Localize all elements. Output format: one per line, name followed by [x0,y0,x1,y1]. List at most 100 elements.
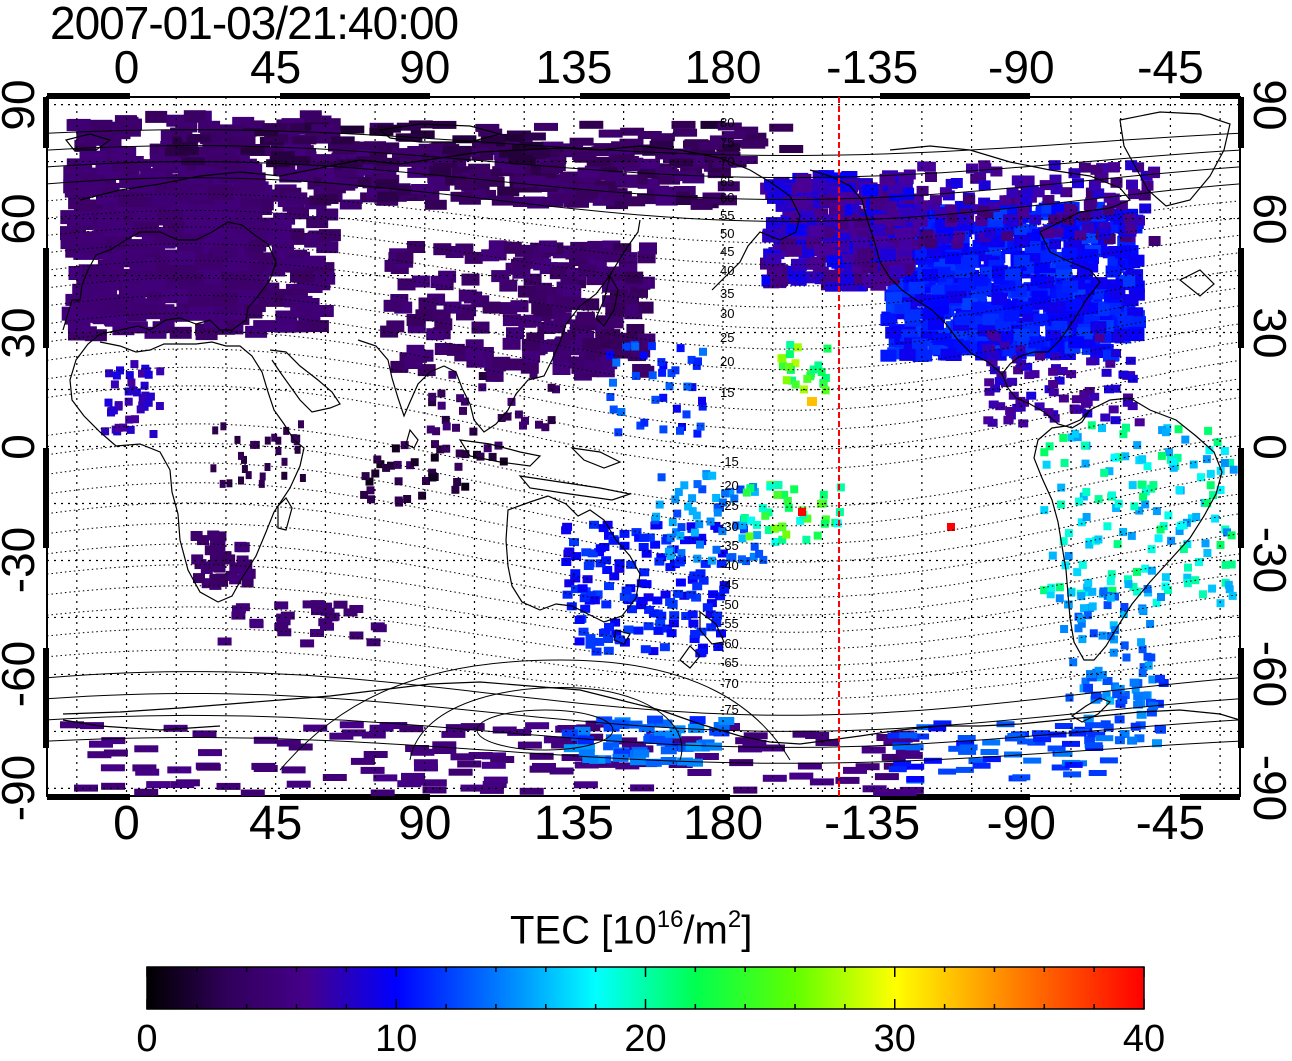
tec-cell [1106,593,1115,602]
tec-cell [1107,193,1120,204]
tec-cell [612,720,629,729]
tec-cell [579,176,601,187]
tec-cell [693,429,702,438]
tec-cell [448,768,473,776]
tec-cell [595,760,620,768]
tec-cell [457,760,482,768]
tec-cell [1092,188,1105,199]
tec-cell [532,763,556,770]
tec-cell [1022,362,1033,371]
tec-cell [285,192,308,205]
tec-cell [407,241,425,253]
tec-cell [80,722,104,730]
tec-cell [1100,468,1109,477]
tec-cell [656,719,673,728]
contour-label: 45 [720,244,734,259]
tec-cell [101,782,126,790]
tec-cell [1061,247,1078,260]
tec-cell [301,156,324,167]
tec-cell [758,504,767,513]
tec-cell [535,420,543,429]
tec-cell [369,724,394,732]
tec-cell [233,208,260,223]
tec-cell [1082,249,1099,261]
tec-cell [103,749,128,757]
tec-cell [119,174,146,189]
tec-cell [580,147,605,155]
tec-cell [1103,601,1112,610]
tec-cell [441,415,450,424]
tec-cell [1046,302,1063,315]
tec-cell [605,316,624,329]
tec-cell [119,423,128,432]
tec-cell [1023,757,1042,764]
tec-cell [1119,528,1128,536]
tec-cell [637,131,662,139]
tec-cell [656,611,667,620]
tec-cell [519,421,527,430]
tec-cell [1106,198,1119,209]
tec-cell [183,110,206,123]
tec-cell [418,297,437,310]
tec-cell [939,187,952,198]
tec-cell [893,760,912,767]
tec-cell [631,528,642,537]
tec-cell [614,564,625,573]
tec-cell [719,585,730,594]
tec-cell [119,252,146,267]
tec-cell [1005,406,1016,415]
tec-cell [918,236,930,247]
tec-cell [502,314,521,327]
tec-cell [815,739,840,746]
tec-cell [1003,415,1014,424]
tec-cell [817,368,826,377]
tec-cell [234,435,241,444]
tec-cell [1079,390,1090,399]
tec-cell [653,626,664,635]
tec-cell [279,170,302,183]
tec-cell [1050,352,1061,361]
tec-cell [833,240,850,253]
tec-cell [476,452,485,461]
tec-cell [163,724,188,732]
tec-cell [183,206,210,221]
tec-cell [1220,447,1229,455]
tec-cell [673,128,698,137]
tec-cell [231,611,246,620]
tec-cell [1083,200,1096,210]
tec-cell [1055,583,1064,592]
tec-cell [605,734,622,743]
tec-cell [129,386,138,395]
tec-cell [1077,518,1086,527]
tec-cell [1105,467,1114,476]
tec-cell [953,231,965,242]
tec-cell [383,722,408,729]
tec-cell [692,582,703,591]
tec-cell [1080,441,1089,450]
tec-cell [735,737,760,745]
tec-cell [619,252,638,265]
tec-cell [303,724,328,732]
tec-cell [323,183,346,194]
tec-cell [349,177,372,187]
tec-cell [152,156,179,171]
contour-label: 30 [720,306,734,321]
tec-cell [991,293,1008,305]
tec-cell [957,214,970,225]
tec-cell [862,261,879,274]
tec-cell [1087,421,1096,430]
tec-cell [669,725,686,734]
tec-cell [1117,696,1128,704]
magnetic-contour [47,693,1240,732]
tec-cell [1138,645,1147,654]
tec-cell [978,160,991,171]
tec-cell [1121,691,1130,699]
tec-cell [666,533,675,542]
axis-tick-label: -90 [0,755,44,822]
tec-cell [809,365,818,374]
tec-cell [634,533,645,542]
magnetic-contour [47,606,1240,667]
tec-cell [796,516,805,525]
tec-cell [716,629,726,638]
contour-label: 50 [720,226,734,241]
